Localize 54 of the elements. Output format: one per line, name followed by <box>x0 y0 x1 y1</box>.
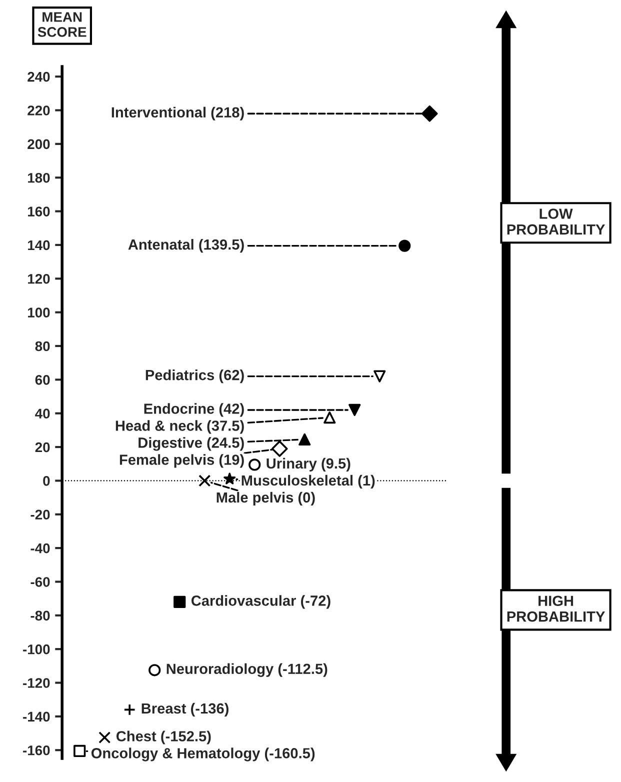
y-tick-label: -120 <box>23 678 50 688</box>
point <box>174 596 186 608</box>
point <box>124 704 136 716</box>
data-label: Chest (-152.5) <box>116 730 211 744</box>
y-tick-label: 180 <box>28 172 50 183</box>
y-tick-label: 220 <box>28 106 50 116</box>
point <box>421 105 438 122</box>
y-tick-label: -60 <box>30 577 50 587</box>
data-label: Neuroradiology (-112.5) <box>166 663 328 677</box>
data-label: Breast (-136) <box>142 702 228 717</box>
point <box>224 472 236 484</box>
y-tick-label: 80 <box>35 341 50 352</box>
point <box>298 433 311 446</box>
y-tick-label: -160 <box>23 745 50 756</box>
y-tick-label: 240 <box>28 72 50 82</box>
y-tick-label: -80 <box>30 610 50 621</box>
point <box>74 744 86 758</box>
text: LOW PROBABILITY <box>507 208 605 235</box>
point <box>374 370 386 382</box>
y-tick-label: 140 <box>28 240 50 250</box>
data-label: Interventional (218) <box>112 106 244 120</box>
point <box>271 440 288 457</box>
data-label: Cardiovascular (-72) <box>191 595 330 609</box>
data-label: Antenatal (139.5) <box>128 239 244 253</box>
y-tick-label: -20 <box>30 510 50 520</box>
point <box>198 474 211 487</box>
y-axis-title: MEAN SCORE <box>38 12 86 37</box>
data-label: Urinary (9.5) <box>266 458 350 472</box>
y-tick-label: -100 <box>23 644 50 654</box>
data-label: Head & neck (37.5) <box>116 420 244 434</box>
y-tick-label: -140 <box>23 712 50 722</box>
y-tick-label: 120 <box>28 274 50 284</box>
y-tick-label: 20 <box>35 442 50 452</box>
data-label: Musculoskeletal (1) <box>242 474 375 488</box>
data-label: Digestive (24.5) <box>138 437 244 451</box>
point <box>324 412 336 424</box>
data-label: Pediatrics (62) <box>146 370 244 384</box>
y-tick-label: 100 <box>28 308 50 318</box>
y-tick-label: 160 <box>28 206 50 216</box>
data-label: Endocrine (42) <box>144 403 244 417</box>
y-tick-label: 60 <box>35 375 50 385</box>
text: HIGH PROBABILITY <box>507 596 605 622</box>
y-tick-label: 0 <box>43 476 50 486</box>
y-tick-label: 40 <box>35 408 50 419</box>
point <box>98 731 111 744</box>
y-tick-label: 200 <box>28 139 50 150</box>
data-label: Male pelvis (0) <box>216 492 315 506</box>
point <box>248 458 261 471</box>
data-label: Oncology & Hematology (-160.5) <box>91 748 315 762</box>
point <box>148 664 161 676</box>
point <box>398 240 411 252</box>
point <box>348 404 361 416</box>
y-tick-label: -40 <box>30 543 50 554</box>
data-label: Female pelvis (19) <box>120 454 244 468</box>
